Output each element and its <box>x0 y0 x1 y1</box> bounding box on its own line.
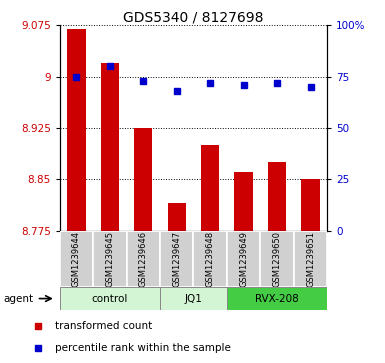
Text: GSM1239644: GSM1239644 <box>72 231 81 287</box>
Title: GDS5340 / 8127698: GDS5340 / 8127698 <box>123 10 264 24</box>
Text: GSM1239645: GSM1239645 <box>105 231 114 287</box>
Bar <box>227 231 260 287</box>
Bar <box>134 128 152 231</box>
Text: GSM1239651: GSM1239651 <box>306 231 315 287</box>
Bar <box>234 172 253 231</box>
Text: GSM1239646: GSM1239646 <box>139 231 148 287</box>
Text: GSM1239648: GSM1239648 <box>206 231 215 287</box>
Bar <box>268 162 286 231</box>
Bar <box>160 231 194 287</box>
Bar <box>93 231 127 287</box>
Bar <box>60 231 93 287</box>
Bar <box>60 287 160 310</box>
Bar <box>167 203 186 231</box>
Bar <box>67 29 85 231</box>
Bar <box>294 231 327 287</box>
Bar <box>100 63 119 231</box>
Bar <box>127 231 160 287</box>
Bar <box>260 231 294 287</box>
Text: percentile rank within the sample: percentile rank within the sample <box>55 343 230 353</box>
Text: control: control <box>92 294 128 303</box>
Text: GSM1239650: GSM1239650 <box>273 231 281 287</box>
Text: GSM1239649: GSM1239649 <box>239 231 248 287</box>
Bar <box>301 179 320 231</box>
Text: GSM1239647: GSM1239647 <box>172 231 181 287</box>
Text: transformed count: transformed count <box>55 321 152 331</box>
Text: JQ1: JQ1 <box>184 294 203 303</box>
Text: agent: agent <box>4 294 34 303</box>
Bar <box>227 287 327 310</box>
Text: RVX-208: RVX-208 <box>255 294 299 303</box>
Bar <box>201 145 219 231</box>
Bar <box>193 231 227 287</box>
Bar <box>160 287 227 310</box>
